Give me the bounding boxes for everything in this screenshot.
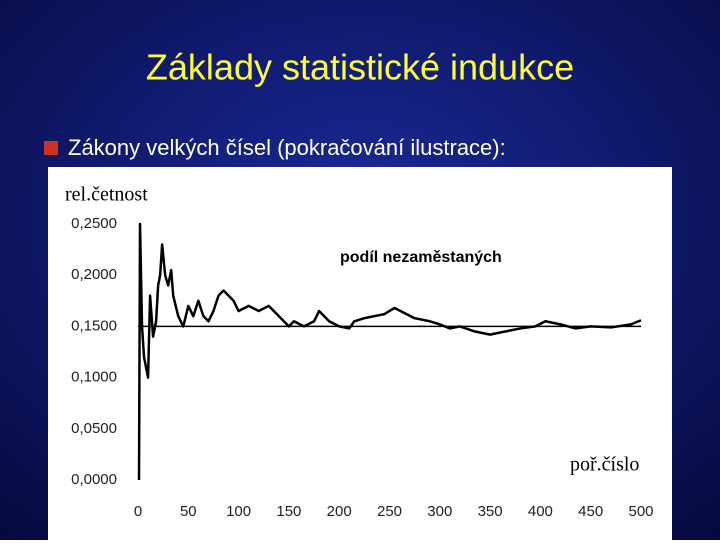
- x-tick-label: 200: [327, 503, 352, 520]
- y-tick-label: 0,0500: [71, 420, 117, 437]
- chart-area: [48, 167, 672, 545]
- x-tick-label: 300: [427, 503, 452, 520]
- y-tick-label: 0,0000: [71, 471, 117, 488]
- x-axis-label: poř.číslo: [570, 454, 639, 476]
- y-tick-label: 0,1000: [71, 369, 117, 386]
- bullet-text: Zákony velkých čísel (pokračování ilustr…: [68, 135, 506, 160]
- x-tick-label: 450: [578, 503, 603, 520]
- data-line: [137, 222, 642, 481]
- x-tick-label: 150: [276, 503, 301, 520]
- x-tick-label: 500: [628, 503, 653, 520]
- x-tick-label: 50: [180, 503, 197, 520]
- x-tick-label: 0: [134, 503, 142, 520]
- x-tick-label: 100: [226, 503, 251, 520]
- bullet-icon: [44, 141, 58, 155]
- x-tick-label: 350: [478, 503, 503, 520]
- x-tick-label: 400: [528, 503, 553, 520]
- y-axis-label: rel.četnost: [65, 184, 148, 206]
- x-tick-label: 250: [377, 503, 402, 520]
- slide-title: Základy statistické indukce: [146, 47, 574, 88]
- y-tick-label: 0,2000: [71, 266, 117, 283]
- series-label: podíl nezaměstaných: [340, 249, 502, 266]
- y-tick-label: 0,1500: [71, 317, 117, 334]
- y-tick-label: 0,2500: [71, 215, 117, 232]
